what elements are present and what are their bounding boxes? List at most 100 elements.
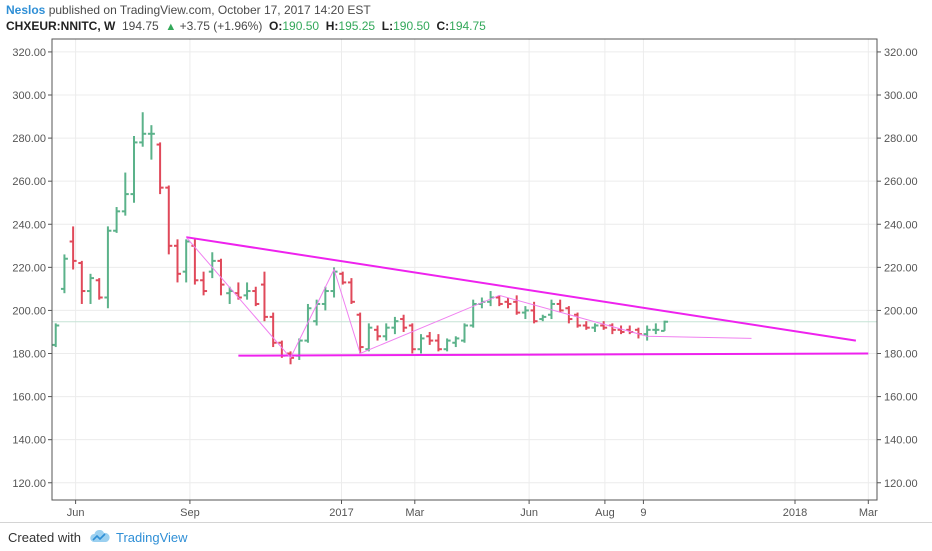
- ohlc-bar: [469, 299, 477, 328]
- footer: Created with TradingView: [0, 522, 932, 551]
- ohlc-bar: [156, 142, 164, 195]
- tradingview-brand: TradingView: [115, 529, 188, 545]
- ohlc-bar: [617, 325, 625, 335]
- trendline-drawings[interactable]: [185, 236, 869, 359]
- x-tick-label: Mar: [859, 507, 878, 519]
- ohlc-bar: [173, 239, 181, 283]
- y-tick-label: 320.00: [12, 47, 46, 59]
- y-tick-label: 280.00: [884, 133, 918, 145]
- ohlc-bar: [243, 282, 251, 300]
- y-tick-label: 220.00: [12, 262, 46, 274]
- ohlc-bar: [391, 316, 399, 335]
- ohlc-bar: [382, 323, 390, 341]
- ohlc-bar: [330, 267, 338, 298]
- y-tick-label: 180.00: [884, 349, 918, 361]
- ohlc-bar: [147, 125, 155, 160]
- ohlc-bar: [591, 323, 599, 332]
- ohlc-bar: [408, 323, 416, 354]
- ohlc-bar: [321, 286, 329, 311]
- x-tick-label: 2018: [783, 507, 807, 519]
- ohlc-bar: [130, 135, 138, 203]
- y-tick-label: 240.00: [884, 219, 918, 231]
- y-tick-label: 320.00: [884, 47, 918, 59]
- ohlc-bar: [652, 323, 660, 335]
- created-with-label: Created with: [8, 529, 81, 545]
- x-tick-label: 2017: [329, 507, 353, 519]
- ohlc-bar: [400, 314, 408, 332]
- low-label: L:: [381, 19, 394, 33]
- grid-lines: [52, 39, 877, 500]
- price-chart[interactable]: 120.00 140.00 160.00 180.00 200.00 220.00 240.…: [0, 0, 932, 522]
- ohlc-bar: [434, 334, 442, 352]
- y-tick-label: 200.00: [12, 305, 46, 317]
- published-text: published on TradingView.com, October 17…: [48, 3, 371, 17]
- y-tick-label: 120.00: [884, 478, 918, 490]
- ohlc-bar: [87, 273, 95, 304]
- low-value: 190.50: [393, 19, 430, 33]
- price-change: +3.75 (+1.96%): [179, 19, 263, 33]
- y-tick-label: 180.00: [12, 349, 46, 361]
- ohlc-bar: [521, 306, 529, 320]
- y-tick-label: 260.00: [884, 176, 918, 188]
- author-name[interactable]: Neslos: [6, 3, 46, 17]
- open-value: 190.50: [282, 19, 320, 33]
- ohlc-bar: [200, 271, 208, 296]
- close-value: 194.75: [449, 19, 486, 33]
- close-label: C:: [436, 19, 450, 33]
- y-tick-label: 220.00: [884, 262, 918, 274]
- x-tick-label: Sep: [180, 507, 200, 519]
- y-tick-label: 120.00: [12, 478, 46, 490]
- ohlc-bar: [365, 323, 373, 352]
- tradingview-logo[interactable]: TradingView: [89, 530, 188, 545]
- ohlc-bars: [52, 112, 669, 365]
- ohlc-bar: [182, 239, 190, 283]
- x-tick-label: Jun: [67, 507, 85, 519]
- zigzag-pattern-line[interactable]: [185, 236, 752, 359]
- ohlc-bar: [191, 239, 199, 285]
- y-tick-label: 140.00: [12, 435, 46, 447]
- lower-trendline[interactable]: [238, 352, 869, 357]
- ohlc-bar: [608, 323, 616, 335]
- ohlc-bar: [356, 312, 364, 354]
- y-tick-label: 300.00: [884, 90, 918, 102]
- y-tick-label: 160.00: [12, 392, 46, 404]
- ohlc-bar: [78, 260, 86, 304]
- y-tick-label: 280.00: [12, 133, 46, 145]
- x-axis[interactable]: Jun Sep 2017 Mar Jun Aug 9 2018 Mar: [67, 500, 878, 519]
- ohlc-bar: [95, 278, 103, 300]
- y-tick-label: 240.00: [12, 219, 46, 231]
- up-triangle-icon: ▲: [165, 21, 177, 33]
- ohlc-bar: [374, 325, 382, 341]
- ohlc-bar: [426, 331, 434, 345]
- ohlc-bar: [339, 271, 347, 285]
- cloud-icon: [90, 530, 110, 542]
- x-tick-label: Aug: [595, 507, 615, 519]
- ohlc-bar: [556, 299, 564, 313]
- ohlc-bar: [504, 297, 512, 309]
- x-tick-label: Mar: [405, 507, 424, 519]
- y-tick-label: 300.00: [12, 90, 46, 102]
- ohlc-bar: [582, 321, 590, 330]
- ohlc-bar: [600, 321, 608, 330]
- y-axis-right[interactable]: 120.00 140.00 160.00 180.00 200.00 220.00 240.…: [877, 47, 918, 490]
- y-tick-label: 260.00: [12, 176, 46, 188]
- ohlc-bar: [539, 314, 547, 322]
- symbol-label: CHXEUR:NNITC, W: [6, 19, 116, 33]
- ohlc-bar: [452, 336, 460, 348]
- ohlc-bar: [443, 338, 451, 352]
- ohlc-bar: [226, 286, 234, 304]
- ohlc-bar: [139, 112, 147, 147]
- last-price: 194.75: [122, 19, 159, 33]
- ohlc-bar: [121, 172, 129, 216]
- ohlc-bar: [60, 254, 68, 294]
- y-axis-left: 120.00 140.00 160.00 180.00 200.00 220.00 240.…: [12, 47, 52, 490]
- ohlc-bar: [295, 338, 303, 360]
- ohlc-bar: [495, 295, 503, 307]
- ohlc-bar: [208, 252, 216, 279]
- y-tick-label: 140.00: [884, 435, 918, 447]
- high-label: H:: [325, 19, 339, 33]
- ohlc-bar: [513, 295, 521, 315]
- upper-trendline[interactable]: [186, 236, 857, 342]
- open-label: O:: [269, 19, 283, 33]
- ohlc-bar: [104, 226, 112, 309]
